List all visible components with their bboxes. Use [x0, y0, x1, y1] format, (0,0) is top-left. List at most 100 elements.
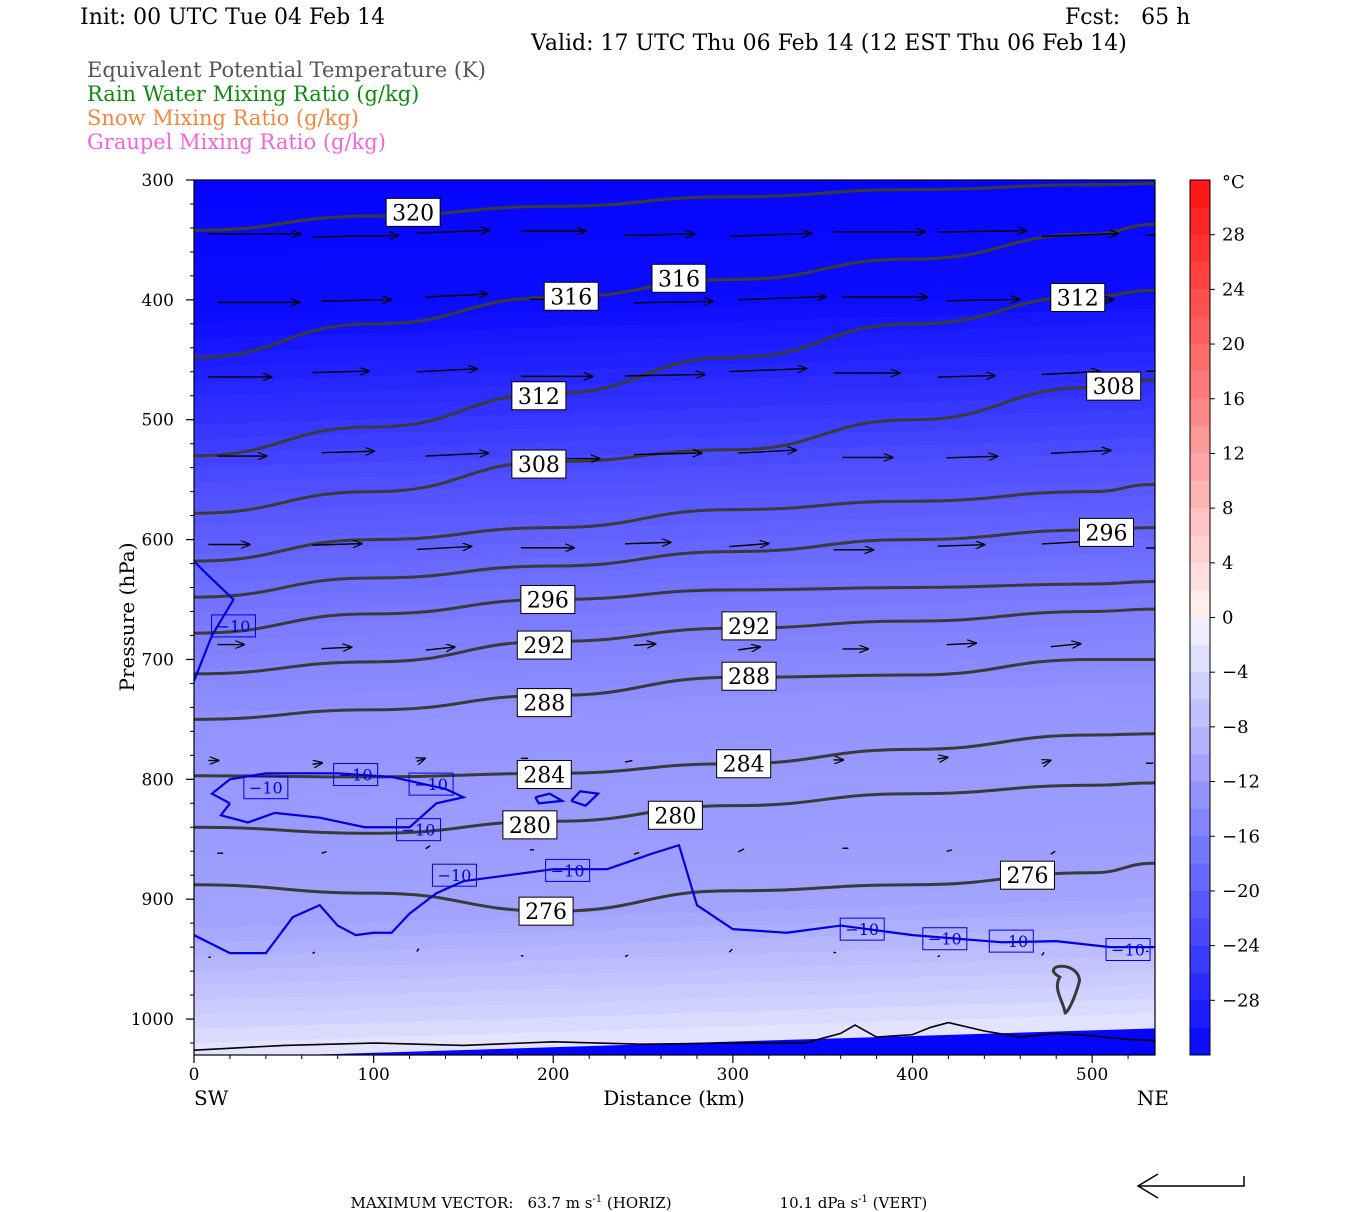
- temperature-band: [194, 207, 1155, 253]
- y-tick-label: 700: [142, 650, 174, 670]
- wind-vector: [1042, 760, 1051, 763]
- wind-vector: [729, 233, 811, 236]
- colorbar-swatch: [1190, 289, 1210, 318]
- isotherm-minus10: −10 −10 −10 −10 −10 −10 −10 −10 −10 −10 −10: [194, 560, 1155, 962]
- isotherm-segment: [534, 792, 566, 805]
- contour-label-296: 296: [1086, 521, 1128, 546]
- isotherm-label: −10: [249, 779, 283, 798]
- contour-label-296: 296: [527, 589, 569, 614]
- colorbar-swatch: [1190, 180, 1210, 208]
- contour-label-box: [516, 630, 572, 660]
- wind-vector: [1050, 850, 1056, 855]
- colorbar-tick-label: 0: [1222, 608, 1233, 629]
- isotherm-label-box: [1105, 938, 1151, 962]
- wind-vector: [729, 544, 768, 547]
- wind-vector: [946, 643, 976, 645]
- contour-label-276: 276: [525, 900, 567, 925]
- contour-label-box: [385, 197, 441, 227]
- isotherm-label: −10: [217, 617, 251, 636]
- x-tick-label: 300: [717, 1065, 749, 1085]
- temperature-band: [194, 509, 1155, 555]
- temperature-band: [194, 236, 1155, 282]
- temperature-band: [194, 682, 1155, 728]
- temperature-band: [194, 969, 1155, 1016]
- y-tick-label: 900: [142, 890, 174, 910]
- contour-label-box: [511, 449, 567, 479]
- wind-vector: [937, 757, 948, 759]
- isotherm-label: −10: [339, 766, 373, 785]
- isotherm-label-box: [211, 614, 257, 638]
- isotherm-label-box: [839, 917, 885, 941]
- temperature-band: [194, 696, 1155, 742]
- temperature-band: [194, 653, 1155, 699]
- temperature-band: [194, 466, 1155, 512]
- wind-vector: [633, 851, 640, 855]
- colorbar: 28 24 20 16 12 8 4 0 −4 −8 −12 −16 −20 −24 −28: [1189, 179, 1260, 1056]
- colorbar-swatch: [1190, 754, 1210, 783]
- colorbar-swatch: [1190, 234, 1210, 263]
- colorbar-tick-label: 28: [1222, 225, 1245, 246]
- isotherm-label: −10: [994, 932, 1028, 951]
- isotherm-label: −10: [402, 821, 436, 840]
- isotherm-label-box: [988, 929, 1034, 953]
- x-axis-label: Distance (km): [603, 1086, 745, 1110]
- wind-vector: [416, 546, 472, 549]
- contour-label-292: 292: [728, 615, 770, 640]
- colorbar-tick-label: 12: [1222, 443, 1245, 464]
- x-tick-label: 500: [1076, 1065, 1108, 1085]
- contour-label-284: 284: [523, 764, 565, 789]
- contour-label-box: [1050, 282, 1106, 312]
- contour-label-280: 280: [509, 814, 551, 839]
- contour-label-288: 288: [523, 692, 565, 717]
- contour-label-box: [543, 281, 599, 311]
- contour-label-box: [721, 661, 777, 691]
- temperature-band: [194, 869, 1155, 915]
- temperature-band: [194, 394, 1155, 440]
- contour-label-box: [651, 263, 707, 293]
- contour-label-312: 312: [518, 385, 560, 410]
- colorbar-swatch: [1190, 1000, 1210, 1029]
- wind-vector: [417, 758, 425, 761]
- contour-label-308: 308: [518, 453, 560, 478]
- wind-vector: [416, 369, 477, 372]
- x-tick-label: 0: [189, 1065, 200, 1085]
- isotherm-label-box: [396, 818, 442, 842]
- temperature-band: [194, 351, 1155, 397]
- x-tick-label: 100: [357, 1065, 389, 1085]
- isotherm-label: −10: [845, 920, 879, 939]
- colorbar-swatch: [1190, 398, 1210, 427]
- theta-e-line-288: [194, 657, 1155, 721]
- colorbar-swatch: [1190, 972, 1210, 1001]
- theta-e-closed-contour: [1051, 964, 1082, 1015]
- colorbar-swatch: [1190, 726, 1210, 755]
- colorbar-tick-label: −20: [1222, 881, 1260, 902]
- contour-label-276: 276: [1006, 864, 1048, 889]
- wind-vector: [416, 948, 420, 952]
- contour-label-box: [516, 688, 572, 718]
- theta-e-line-280: [194, 781, 1155, 835]
- temperature-band: [194, 984, 1155, 1030]
- contour-labels: 320 316 316 312 312 308 308 296 296 292 292 288 288 2…: [385, 197, 1142, 926]
- temperature-band: [194, 897, 1155, 944]
- max-vector-label: MAXIMUM VECTOR:: [350, 1194, 514, 1212]
- legend-graupel: Graupel Mixing Ratio (g/kg): [87, 130, 386, 154]
- isotherm-label-box: [545, 858, 591, 882]
- reference-arrow-icon: [1136, 1173, 1245, 1199]
- theta-e-line-300: [194, 526, 1155, 599]
- contour-label-box: [716, 749, 772, 779]
- colorbar-tick-label: 20: [1222, 334, 1245, 355]
- isotherm-label: −10: [551, 861, 585, 880]
- wind-vector: [937, 545, 985, 547]
- colorbar-swatch: [1190, 863, 1210, 892]
- terrain-line: [194, 1021, 1155, 1052]
- temperature-band: [194, 380, 1155, 426]
- contour-label-box: [511, 381, 567, 411]
- wind-vector: [634, 644, 655, 646]
- terrain-profile: [194, 1021, 1155, 1052]
- colorbar-swatch: [1190, 672, 1210, 701]
- init-time: Init: 00 UTC Tue 04 Feb 14: [80, 5, 386, 30]
- colorbar-swatch: [1190, 808, 1210, 837]
- colorbar-swatch: [1190, 890, 1210, 919]
- isotherm-label-box: [408, 772, 454, 796]
- colorbar-swatch: [1190, 535, 1210, 564]
